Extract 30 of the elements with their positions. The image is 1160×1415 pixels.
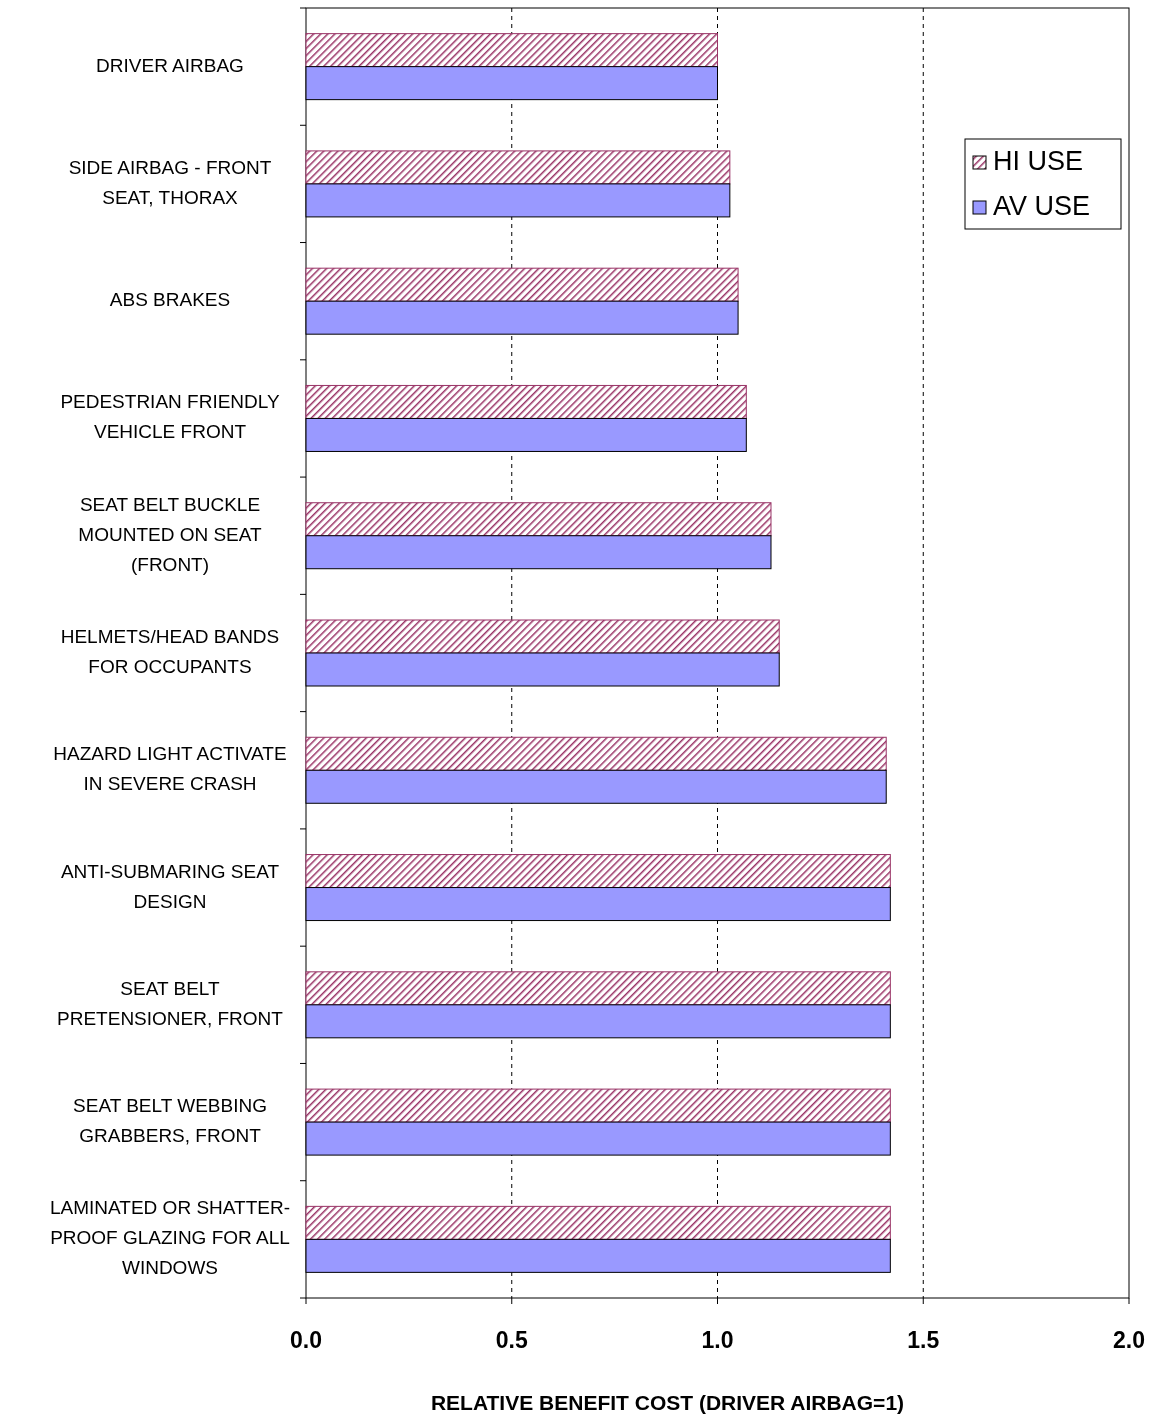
y-tick-label: LAMINATED OR SHATTER-PROOF GLAZING FOR ALL WINDOWS [50,1197,290,1279]
y-tick-label: ANTI-SUBMARING SEAT DESIGN [60,860,280,912]
bar [305,150,731,185]
x-tick-label: 2.0 [1113,1327,1145,1353]
bar [305,619,780,654]
y-tick-label: SEAT BELT WEBBING GRABBERS, FRONT [73,1095,267,1147]
y-tick-label: HAZARD LIGHT ACTIVATE IN SEVERE CRASH [53,743,287,795]
legend-label: AV USE [993,191,1091,222]
bar [305,971,891,1006]
x-tick-label: 1.0 [701,1327,734,1353]
y-tick-label: HELMETS/HEAD BANDS FOR OCCUPANTS [60,626,280,678]
y-tick-label: SIDE AIRBAG - FRONT SEAT, THORAX [68,156,272,208]
y-tick-label: SEAT BELT PRETENSIONER, FRONT [57,977,284,1029]
legend-label: HI USE [993,146,1084,177]
bar [305,502,772,537]
y-tick-label: PEDESTRIAN FRIENDLY VEHICLE FRONT [60,391,280,443]
bar [305,736,887,771]
bar [305,854,891,889]
bar [305,33,718,68]
x-axis-title: RELATIVE BENEFIT COST (DRIVER AIRBAG=1) [430,1391,905,1414]
bar [305,1088,891,1123]
bar [305,1205,891,1240]
x-tick-label: 0.0 [290,1327,322,1353]
y-tick-label: SEAT BELT BUCKLE MOUNTED ON SEAT (FRONT) [78,493,263,575]
bar [305,384,747,419]
bar [305,267,739,302]
y-tick-label: ABS BRAKES [109,289,231,311]
x-tick-label: 1.5 [907,1327,940,1353]
y-tick-label: DRIVER AIRBAG [96,54,244,76]
x-tick-label: 0.5 [495,1327,528,1353]
